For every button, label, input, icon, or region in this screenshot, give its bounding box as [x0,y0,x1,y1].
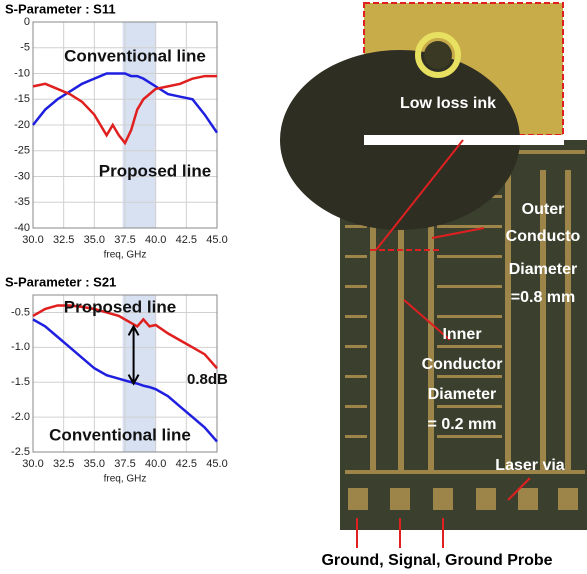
x-tick-label: 40.0 [145,458,166,470]
series-label: Conventional line [64,46,206,65]
x-tick-label: 37.5 [114,458,135,470]
via-label: Laser via [495,457,564,474]
y-tick-label: -0.5 [11,306,30,318]
y-tick-label: -35 [14,196,30,208]
y-tick-label: -2.0 [11,411,30,423]
inner-label: = 0.2 mm [428,416,497,433]
x-tick-label: 30.0 [22,234,43,246]
series-label: Conventional line [49,425,191,444]
x-tick-label: 40.0 [145,234,166,246]
inset-label: Low loss ink [400,95,496,112]
inner-label: Conductor [422,356,503,373]
y-tick-label: -15 [14,93,30,105]
y-tick-label: -25 [14,145,30,157]
chart-title: S-Parameter : S21 [5,274,116,289]
inner-label: Diameter [428,386,496,403]
series-label: Proposed line [64,297,176,316]
outer-label: Diameter [509,261,577,278]
x-tick-label: 35.0 [84,234,105,246]
x-tick-label: 32.5 [53,458,74,470]
figure: Low loss ink Outer Conducto Diameter =0.… [0,0,587,574]
x-tick-label: 37.5 [114,234,135,246]
x-axis-label: freq, GHz [104,474,147,485]
x-tick-label: 42.5 [176,234,197,246]
series-label: Proposed line [99,161,211,180]
x-tick-label: 35.0 [84,458,105,470]
probe-label: Ground, Signal, Ground Probe [321,552,552,569]
outer-label: =0.8 mm [511,289,575,306]
x-axis-label: freq, GHz [104,250,147,261]
x-tick-label: 42.5 [176,458,197,470]
x-tick-label: 45.0 [206,234,227,246]
x-tick-label: 30.0 [22,458,43,470]
y-tick-label: -5 [20,42,30,54]
y-tick-label: -20 [14,119,30,131]
chart-title: S-Parameter : S11 [5,1,116,16]
inner-label: Inner [442,326,481,343]
x-tick-label: 45.0 [206,458,227,470]
x-tick-label: 32.5 [53,234,74,246]
y-tick-label: 0 [24,16,30,28]
y-tick-label: -30 [14,170,30,182]
annotation: 0.8dB [187,371,228,388]
outer-label: Conducto [506,228,581,245]
y-tick-label: -40 [14,222,30,234]
outer-label: Outer [522,201,565,218]
y-tick-label: -1.5 [11,376,30,388]
y-tick-label: -1.0 [11,341,30,353]
y-tick-label: -2.5 [11,446,30,458]
y-tick-label: -10 [14,67,30,79]
